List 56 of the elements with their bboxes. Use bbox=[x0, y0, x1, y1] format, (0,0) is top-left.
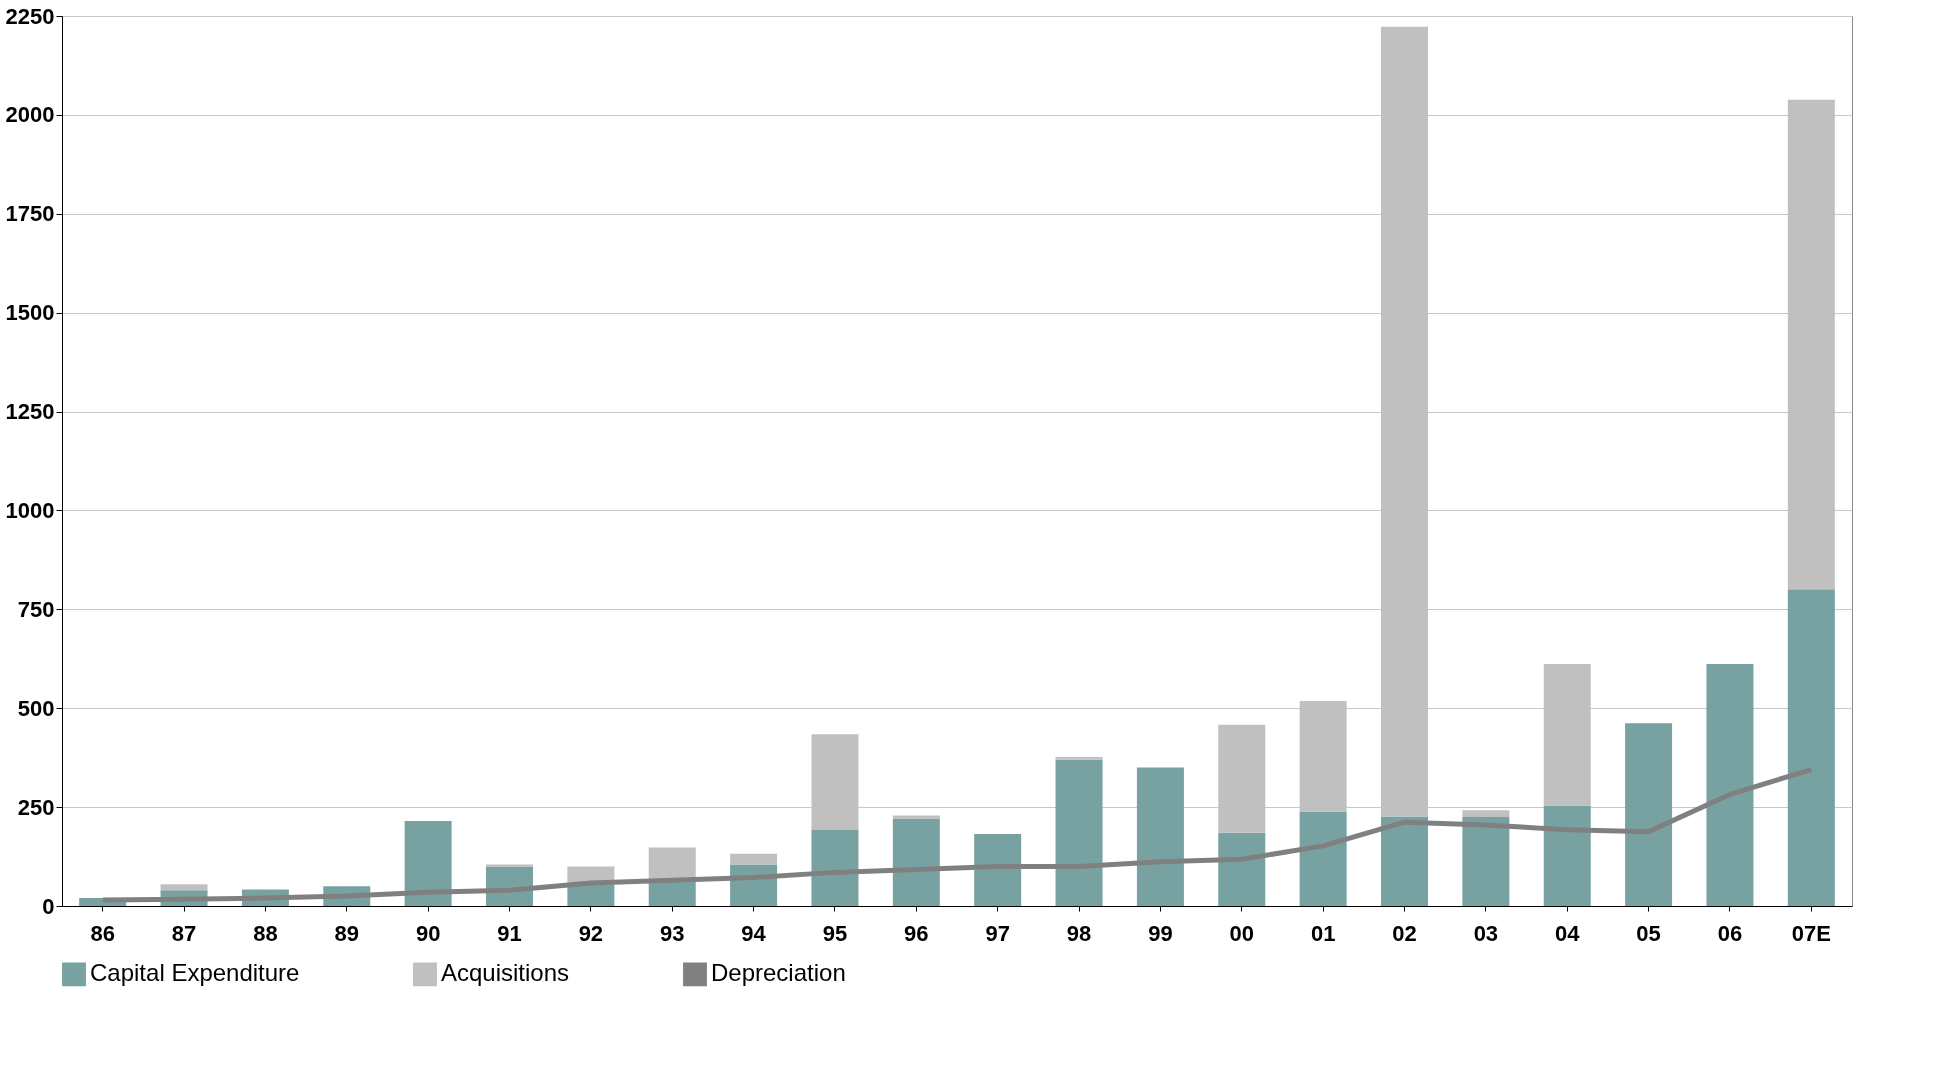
y-tick-label: 1500 bbox=[5, 300, 55, 326]
x-tick-label: 93 bbox=[659, 920, 685, 946]
x-tick-label: 88 bbox=[253, 920, 278, 946]
x-tick-label: 05 bbox=[1636, 920, 1661, 946]
bar bbox=[730, 853, 778, 865]
x-tick-label: 07E bbox=[1791, 920, 1831, 946]
bar bbox=[1299, 811, 1347, 906]
bar bbox=[1136, 767, 1184, 906]
bar bbox=[404, 820, 452, 906]
bar bbox=[892, 815, 940, 819]
y-tick-label: 250 bbox=[17, 794, 55, 820]
y-tick-label: 1000 bbox=[5, 497, 55, 523]
bar bbox=[1462, 817, 1510, 906]
x-tick-label: 03 bbox=[1473, 920, 1499, 946]
y-tick-label: 1750 bbox=[5, 201, 55, 227]
x-tick-label: 95 bbox=[822, 920, 848, 946]
bar bbox=[811, 830, 859, 906]
x-tick-label: 86 bbox=[90, 920, 115, 946]
legend-label: Acquisitions bbox=[441, 959, 570, 987]
x-tick-label: 96 bbox=[904, 920, 929, 946]
bar bbox=[892, 818, 940, 906]
y-tick-label: 2000 bbox=[5, 102, 55, 128]
y-tick-label: 1250 bbox=[5, 399, 55, 425]
bar bbox=[1381, 816, 1428, 906]
bar bbox=[1218, 832, 1266, 906]
x-tick-label: 89 bbox=[334, 920, 360, 946]
bar bbox=[1787, 589, 1835, 906]
y-tick-label: 750 bbox=[17, 596, 55, 622]
y-tick-label: 0 bbox=[42, 893, 55, 919]
y-tick-label: 500 bbox=[17, 695, 55, 721]
bar bbox=[1462, 810, 1510, 817]
bar bbox=[160, 884, 208, 891]
x-tick-label: 04 bbox=[1554, 920, 1581, 946]
bar bbox=[1706, 663, 1754, 906]
bar bbox=[1543, 805, 1591, 906]
bar bbox=[648, 847, 696, 881]
bar bbox=[1625, 723, 1673, 906]
x-tick-label: 99 bbox=[1148, 920, 1173, 946]
x-tick-label: 91 bbox=[497, 920, 522, 946]
x-tick-label: 97 bbox=[985, 920, 1010, 946]
legend-label: Depreciation bbox=[711, 959, 846, 987]
bar bbox=[974, 834, 1022, 906]
x-tick-label: 06 bbox=[1717, 920, 1743, 946]
y-tick-label: 2250 bbox=[5, 3, 55, 29]
x-tick-label: 87 bbox=[171, 920, 197, 946]
bar bbox=[567, 884, 615, 906]
bar bbox=[1055, 756, 1103, 760]
x-tick-label: 94 bbox=[741, 920, 767, 946]
legend-label: Capital Expenditure bbox=[90, 959, 300, 987]
x-tick-label: 01 bbox=[1310, 920, 1336, 946]
x-tick-label: 00 bbox=[1229, 920, 1255, 946]
bar bbox=[1055, 759, 1103, 906]
x-tick-label: 92 bbox=[578, 920, 604, 946]
x-tick-label: 98 bbox=[1066, 920, 1092, 946]
x-tick-label: 90 bbox=[415, 920, 441, 946]
x-tick-label: 02 bbox=[1392, 920, 1417, 946]
